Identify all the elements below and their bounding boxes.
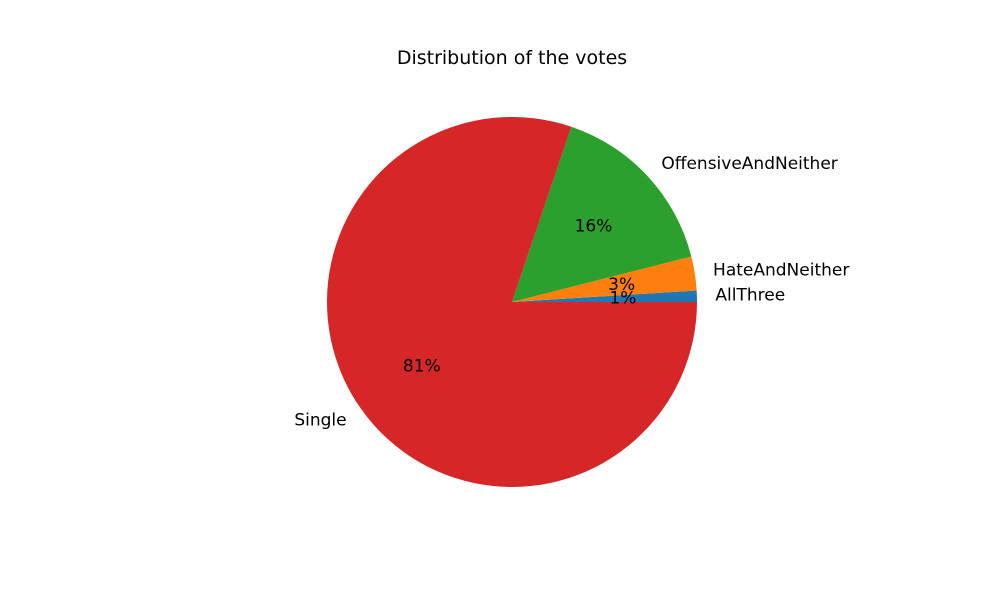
pct-label-offensive-and-neither: 16% (575, 217, 613, 237)
slice-label-hate-and-neither: HateAndNeither (713, 260, 849, 280)
pie-slices (327, 117, 697, 488)
pie-slice-single (327, 117, 697, 488)
chart-title: Distribution of the votes (397, 47, 627, 69)
pct-label-hate-and-neither: 3% (608, 275, 635, 295)
pct-label-all-three: 1% (609, 289, 636, 309)
pie-slice-all-three (512, 290, 697, 302)
pie-slice-offensive-and-neither (512, 126, 692, 303)
pie-slice-hate-and-neither (512, 256, 697, 302)
slice-label-single: Single (294, 411, 346, 431)
slice-label-offensive-and-neither: OffensiveAndNeither (661, 154, 837, 174)
pie-labels: AllThree 1% HateAndNeither 3% OffensiveAndNe… (294, 154, 849, 431)
pct-label-single: 81% (403, 357, 441, 377)
slice-label-all-three: AllThree (715, 286, 785, 306)
